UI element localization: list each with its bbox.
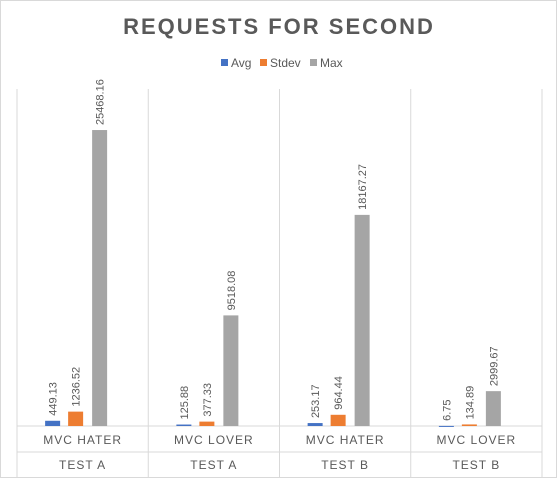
legend-swatch-stdev [260, 59, 267, 66]
data-label-stdev: 377.33 [202, 383, 214, 417]
bar-stdev [199, 421, 215, 426]
bar-max [354, 214, 370, 426]
plot-area: 449.13 1236.52 25468.16 MVC HATER TEST A 125.… [16, 79, 543, 477]
data-label-stdev: 964.44 [333, 376, 345, 410]
bar-avg [438, 425, 454, 427]
group-label: TEST B [452, 458, 500, 472]
data-label-avg: 125.88 [179, 386, 191, 420]
legend-label-max: Max [320, 56, 343, 70]
bar-max [92, 130, 108, 426]
legend-swatch-avg [221, 59, 228, 66]
bar-avg [307, 423, 323, 426]
data-label-max: 9518.08 [226, 271, 238, 311]
data-label-avg: 6.75 [441, 399, 453, 420]
data-label-max: 18167.27 [357, 164, 369, 210]
legend: Avg Stdev Max [221, 56, 343, 70]
data-label-max: 2999.67 [488, 346, 500, 386]
legend-swatch-max [310, 59, 317, 66]
data-label-stdev: 1236.52 [71, 367, 83, 407]
data-label-stdev: 134.89 [464, 386, 476, 420]
data-label-max: 25468.16 [95, 79, 107, 125]
category-label: MVC LOVER [174, 433, 254, 447]
bar-max [485, 391, 501, 426]
bar-stdev [68, 411, 84, 426]
category-label: MVC LOVER [437, 433, 517, 447]
group-label: TEST B [321, 458, 369, 472]
data-label-avg: 449.13 [48, 382, 60, 416]
bar-stdev [330, 414, 346, 426]
category-label: MVC HATER [43, 433, 122, 447]
legend-label-avg: Avg [231, 56, 251, 70]
data-label-avg: 253.17 [310, 384, 322, 418]
bar-max [223, 315, 239, 426]
chart-title: REQUESTS FOR SECOND [123, 14, 435, 39]
bar-avg [45, 420, 61, 426]
bar-stdev [461, 424, 477, 426]
group-label: TEST A [59, 458, 106, 472]
category-label: MVC HATER [306, 433, 385, 447]
legend-label-stdev: Stdev [270, 56, 301, 70]
group-label: TEST A [190, 458, 237, 472]
bar-avg [176, 424, 192, 426]
